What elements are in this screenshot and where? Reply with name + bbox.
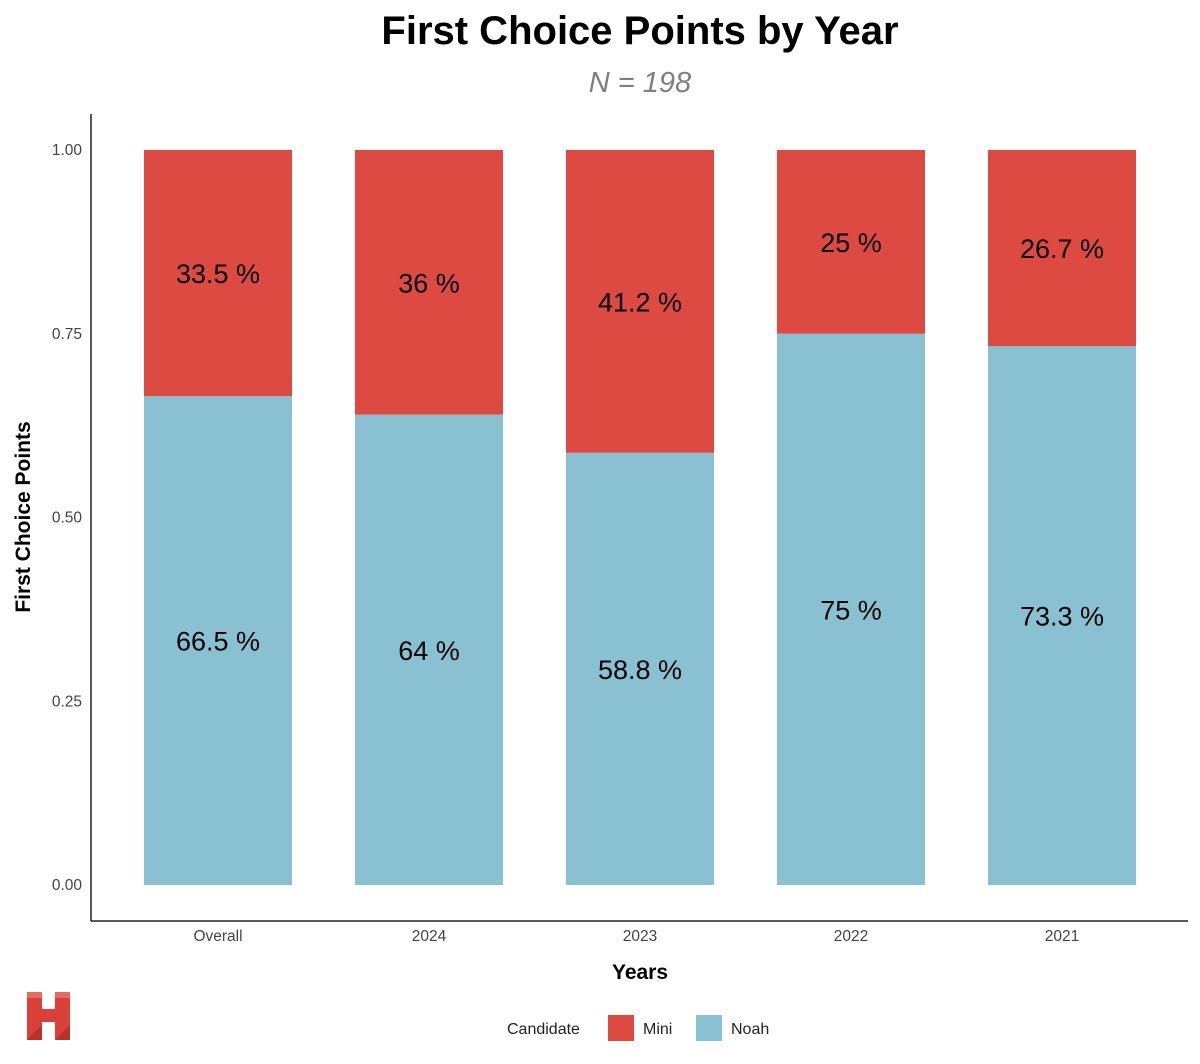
bar-mini-2023 (566, 150, 714, 453)
y-tick-label: 0.50 (52, 510, 83, 527)
logo-h-icon (27, 992, 70, 1040)
bar-noah-overall (144, 396, 292, 885)
bar-label-mini-2022: 25 % (820, 228, 882, 258)
bar-labels: 66.5 % 33.5 % 64 % 36 % 58.8 % 41.2 % 75 % 25 %… (176, 228, 1104, 685)
bar-noah-2023 (566, 452, 714, 885)
x-tick-label: 2021 (1045, 928, 1079, 945)
bars (144, 150, 1136, 885)
y-tick-label: 0.75 (52, 326, 82, 343)
bar-mini-2024 (355, 150, 503, 415)
bar-label-mini-overall: 33.5 % (176, 259, 260, 289)
bar-label-mini-2023: 41.2 % (598, 287, 682, 317)
bar-label-mini-2024: 36 % (398, 268, 460, 298)
bar-label-noah-2023: 58.8 % (598, 655, 682, 685)
legend-label-mini: Mini (643, 1021, 672, 1038)
bar-mini-2021 (988, 150, 1136, 347)
legend-swatch-noah (696, 1015, 722, 1041)
chart-subtitle: N = 198 (589, 67, 691, 99)
bar-noah-2024 (355, 414, 503, 885)
bar-label-mini-2021: 26.7 % (1020, 234, 1104, 264)
x-axis-title: Years (612, 961, 668, 984)
x-axis-ticks: Overall 2024 2023 2022 2021 (193, 928, 1079, 945)
x-tick-label: 2023 (623, 928, 657, 945)
legend-swatch-mini (608, 1015, 634, 1041)
bar-mini-overall (144, 150, 292, 397)
legend-title: Candidate (507, 1021, 580, 1038)
y-axis-ticks: 0.00 0.25 0.50 0.75 1.00 (52, 142, 83, 894)
bar-label-noah-2024: 64 % (398, 636, 460, 666)
bar-label-noah-2022: 75 % (820, 595, 882, 625)
bar-label-noah-2021: 73.3 % (1020, 602, 1104, 632)
legend: Candidate Mini Noah (507, 1015, 769, 1041)
legend-label-noah: Noah (731, 1021, 769, 1038)
y-tick-label: 0.25 (52, 693, 82, 710)
bar-noah-2021 (988, 346, 1136, 885)
bar-mini-2022 (777, 150, 925, 334)
y-tick-label: 1.00 (52, 142, 83, 159)
x-tick-label: 2024 (412, 928, 447, 945)
chart-title: First Choice Points by Year (381, 9, 898, 53)
x-tick-label: Overall (193, 928, 242, 945)
bar-noah-2022 (777, 333, 925, 885)
x-tick-label: 2022 (834, 928, 868, 945)
y-tick-label: 0.00 (52, 877, 83, 894)
y-axis-title: First Choice Points (12, 421, 35, 612)
bar-label-noah-overall: 66.5 % (176, 627, 260, 657)
